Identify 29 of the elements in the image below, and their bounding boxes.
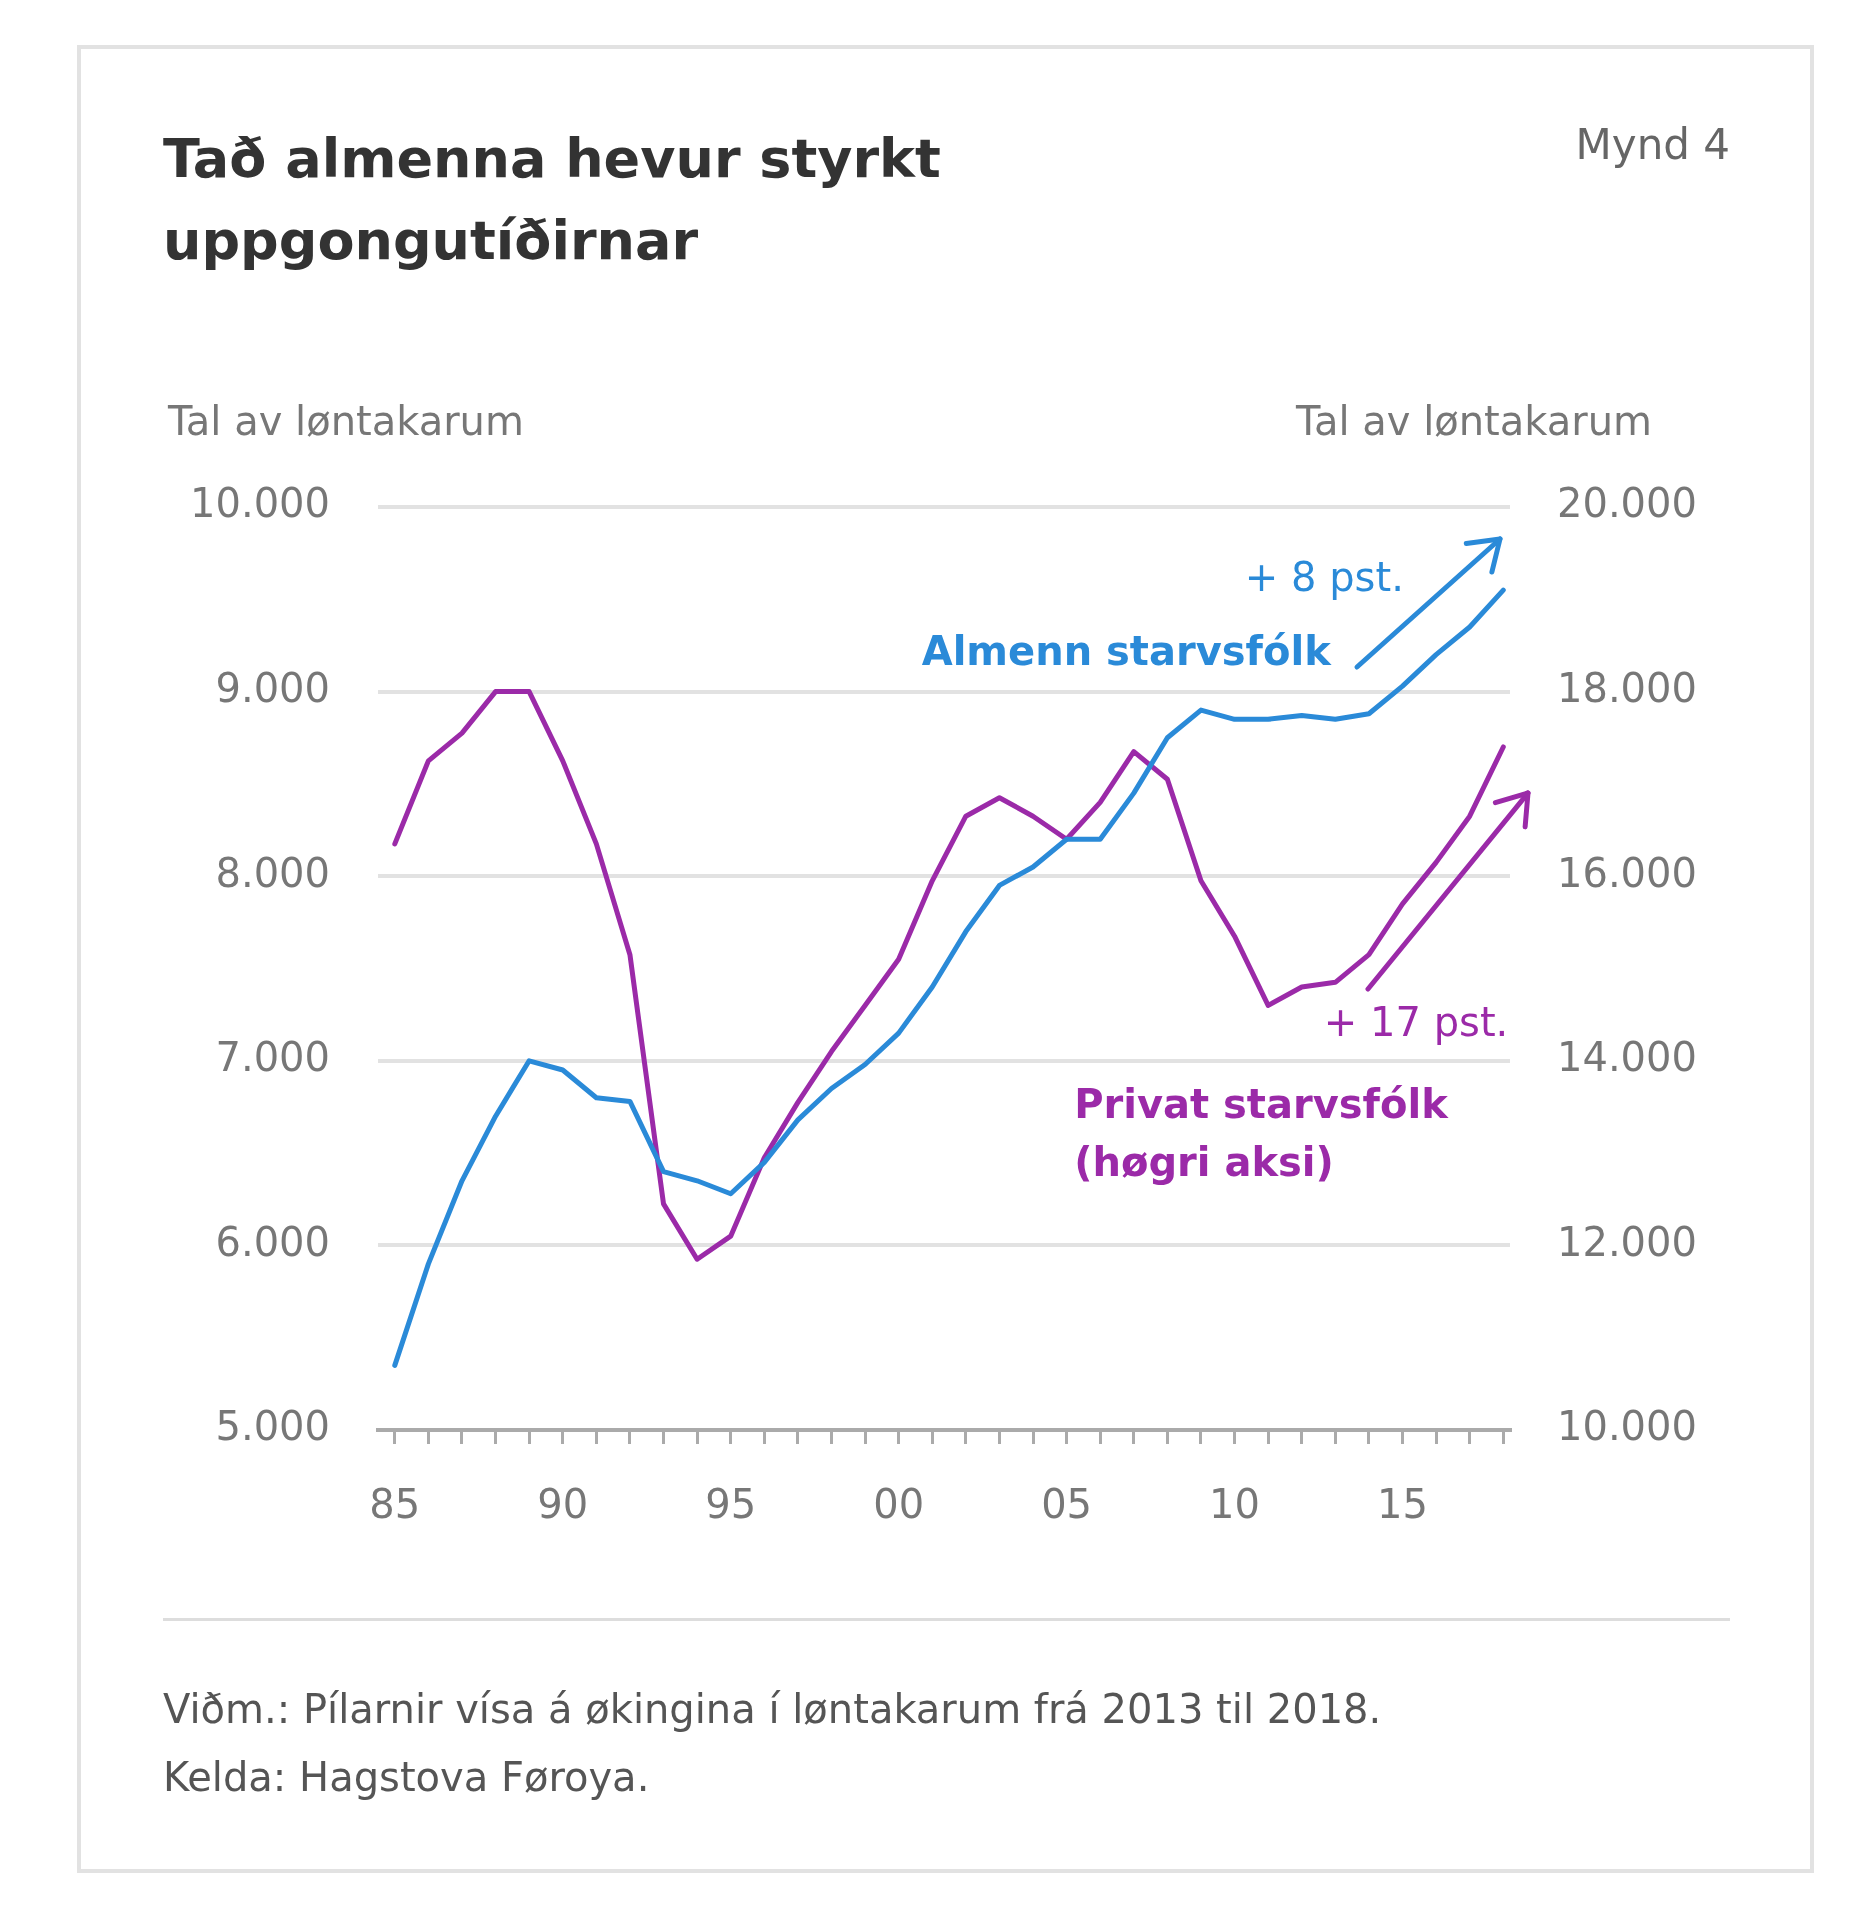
y2-tick-label: 10.000 bbox=[1557, 1403, 1697, 1450]
y-tick-label: 7.000 bbox=[215, 1034, 330, 1081]
y2-tick-label: 20.000 bbox=[1557, 480, 1697, 527]
y-tick-label: 8.000 bbox=[215, 849, 330, 896]
y2-tick-label: 18.000 bbox=[1557, 664, 1697, 711]
y-axis-title: Tal av løntakarum bbox=[167, 398, 524, 445]
y2-axis-title: Tal av løntakarum bbox=[1295, 398, 1652, 445]
y-tick-label: 10.000 bbox=[190, 480, 330, 527]
x-tick-label: 90 bbox=[537, 1481, 589, 1528]
chart-title: Tað almenna hevur styrkt uppgongutíðirnar bbox=[163, 126, 942, 274]
x-tick-label: 10 bbox=[1209, 1481, 1261, 1528]
y-tick-label: 9.000 bbox=[215, 664, 330, 711]
x-tick-label: 85 bbox=[369, 1481, 421, 1528]
y2-tick-label: 14.000 bbox=[1557, 1034, 1697, 1081]
x-tick-label: 15 bbox=[1377, 1481, 1428, 1528]
y2-tick-label: 12.000 bbox=[1557, 1218, 1697, 1265]
text: Kelda: Hagstova Føroya. bbox=[163, 1753, 651, 1802]
x-tick-label: 05 bbox=[1041, 1481, 1093, 1528]
annotation: + 8 pst. bbox=[1244, 554, 1404, 601]
text: Viðm.: Pílarnir vísa á økingina í løntakarum frá 2013 til 2018. bbox=[163, 1685, 1382, 1734]
x-tick-label: 00 bbox=[873, 1481, 925, 1528]
y-tick-label: 5.000 bbox=[215, 1403, 330, 1450]
text: Privat starvsfólk (høgri aksi) bbox=[1074, 1081, 1450, 1186]
y2-tick-label: 16.000 bbox=[1557, 849, 1697, 896]
series-label: Almenn starvsfólk bbox=[921, 628, 1333, 675]
x-tick-label: 95 bbox=[705, 1481, 757, 1528]
annotation: + 17 pst. bbox=[1323, 999, 1509, 1046]
y-tick-label: 6.000 bbox=[215, 1218, 330, 1265]
text: Mynd 4 bbox=[1575, 120, 1730, 169]
